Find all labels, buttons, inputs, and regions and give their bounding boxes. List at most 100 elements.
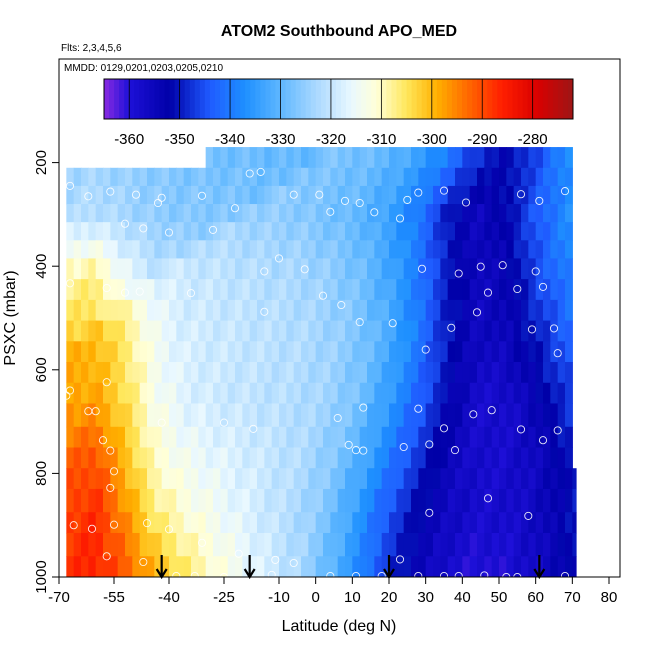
heatmap-cell [359, 320, 368, 342]
colorbar-segment [134, 79, 140, 119]
heatmap-cell [513, 556, 522, 578]
colorbar-segment [310, 79, 317, 119]
heatmap-cell [117, 468, 126, 490]
heatmap-cell [345, 556, 353, 578]
heatmap-cell [139, 532, 148, 557]
heatmap-cell [81, 556, 89, 578]
heatmap-cell [352, 447, 361, 469]
heatmap-cell [352, 204, 361, 223]
heatmap-cell [469, 341, 478, 363]
heatmap-cell [469, 382, 478, 404]
heatmap-cell [176, 222, 185, 241]
heatmap-cell [176, 556, 185, 578]
heatmap-cell [447, 204, 456, 223]
heatmap-cell [117, 556, 126, 578]
heatmap-cell [205, 426, 214, 448]
heatmap-cell [176, 204, 185, 223]
heatmap-cell [528, 240, 537, 259]
heatmap-cell [95, 468, 104, 490]
heatmap-cell [565, 167, 573, 187]
colorbar-segment [376, 79, 382, 119]
heatmap-cell [543, 512, 551, 534]
heatmap-cell [367, 279, 375, 301]
heatmap-cell [88, 362, 97, 384]
heatmap-cell [81, 512, 89, 534]
heatmap-cell [81, 299, 89, 322]
heatmap-cell [176, 532, 185, 557]
heatmap-cell [440, 320, 449, 342]
heatmap-cell [81, 279, 89, 301]
heatmap-cell [235, 167, 243, 187]
heatmap-cell [477, 426, 485, 448]
heatmap-cell [374, 488, 383, 513]
heatmap-cell [249, 299, 258, 322]
heatmap-cell [125, 258, 133, 280]
heatmap-cell [374, 382, 383, 404]
heatmap-cell [301, 279, 309, 301]
heatmap-cell [528, 258, 537, 280]
heatmap-cell [381, 447, 390, 469]
heatmap-cell [440, 147, 449, 169]
observation-point [516, 190, 526, 199]
heatmap-cell [213, 341, 221, 363]
heatmap-cell [176, 468, 185, 490]
heatmap-cell [286, 258, 295, 280]
heatmap-cell [345, 299, 353, 322]
heatmap-cell [227, 258, 236, 280]
heatmap-cell [425, 382, 434, 404]
heatmap-cell [235, 147, 243, 169]
heatmap-cell [521, 147, 529, 169]
heatmap-cell [499, 341, 507, 363]
heatmap-cell [389, 341, 397, 363]
heatmap-cell [337, 204, 346, 223]
heatmap-cell [66, 320, 75, 342]
heatmap-cell [279, 185, 287, 205]
heatmap-cell [198, 204, 207, 223]
heatmap-cell [469, 258, 478, 280]
heatmap-cell [323, 167, 331, 187]
heatmap-cell [411, 512, 419, 534]
heatmap-cell [257, 403, 265, 428]
heatmap-cell [455, 468, 463, 490]
heatmap-cell [271, 447, 280, 469]
heatmap-cell [440, 362, 449, 384]
heatmap-cell [293, 468, 302, 490]
observation-point [450, 446, 460, 455]
heatmap-cell [81, 258, 89, 280]
heatmap-cell [330, 167, 339, 187]
heatmap-cell [359, 362, 368, 384]
heatmap-cell [367, 147, 375, 169]
heatmap-cell [103, 362, 111, 384]
heatmap-cell [557, 488, 566, 513]
heatmap-cell [183, 258, 192, 280]
observation-point [186, 158, 196, 167]
heatmap-cell [565, 488, 573, 513]
heatmap-cell [521, 185, 529, 205]
heatmap-cell [249, 532, 258, 557]
heatmap-cell [293, 341, 302, 363]
heatmap-cell [403, 488, 412, 513]
heatmap-cell [73, 167, 82, 187]
heatmap-cell [403, 512, 412, 534]
heatmap-cell [345, 258, 353, 280]
heatmap-cell [73, 403, 82, 428]
heatmap-cell [345, 222, 353, 241]
heatmap-cell [477, 556, 485, 578]
heatmap-cell [381, 341, 390, 363]
heatmap-cell [293, 147, 302, 169]
heatmap-cell [411, 426, 419, 448]
heatmap-cell [183, 403, 192, 428]
heatmap-cell [191, 362, 199, 384]
colorbar-segment [356, 79, 362, 119]
heatmap-cell [469, 403, 478, 428]
heatmap-cell [264, 258, 273, 280]
heatmap-cell [543, 167, 551, 187]
heatmap-cell [396, 204, 405, 223]
heatmap-cell [499, 403, 507, 428]
heatmap-cell [359, 341, 368, 363]
x-axis: -70 -55 -40 -25 -10 0 10 20 30 40 50 60 70 80 [48, 577, 617, 606]
heatmap-cell [499, 222, 507, 241]
heatmap-cell [205, 185, 214, 205]
heatmap-cell [213, 426, 221, 448]
